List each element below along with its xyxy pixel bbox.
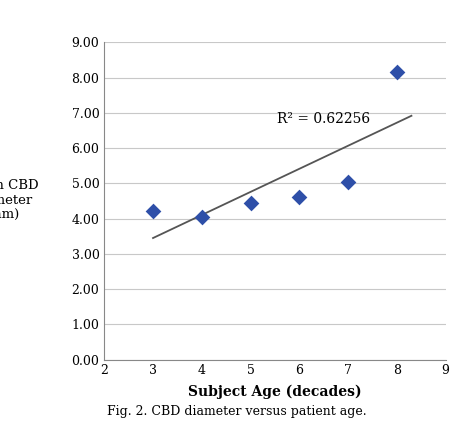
X-axis label: Subject Age (decades): Subject Age (decades) xyxy=(188,385,362,399)
Point xyxy=(149,208,157,215)
Point xyxy=(393,69,401,76)
Text: Fig. 2. CBD diameter versus patient age.: Fig. 2. CBD diameter versus patient age. xyxy=(107,404,367,418)
Point xyxy=(247,199,255,206)
Point xyxy=(198,213,206,220)
Point xyxy=(344,178,352,185)
Y-axis label: Mean CBD
diameter
(mm): Mean CBD diameter (mm) xyxy=(0,179,38,222)
Text: R² = 0.62256: R² = 0.62256 xyxy=(277,112,371,126)
Point xyxy=(295,194,303,201)
